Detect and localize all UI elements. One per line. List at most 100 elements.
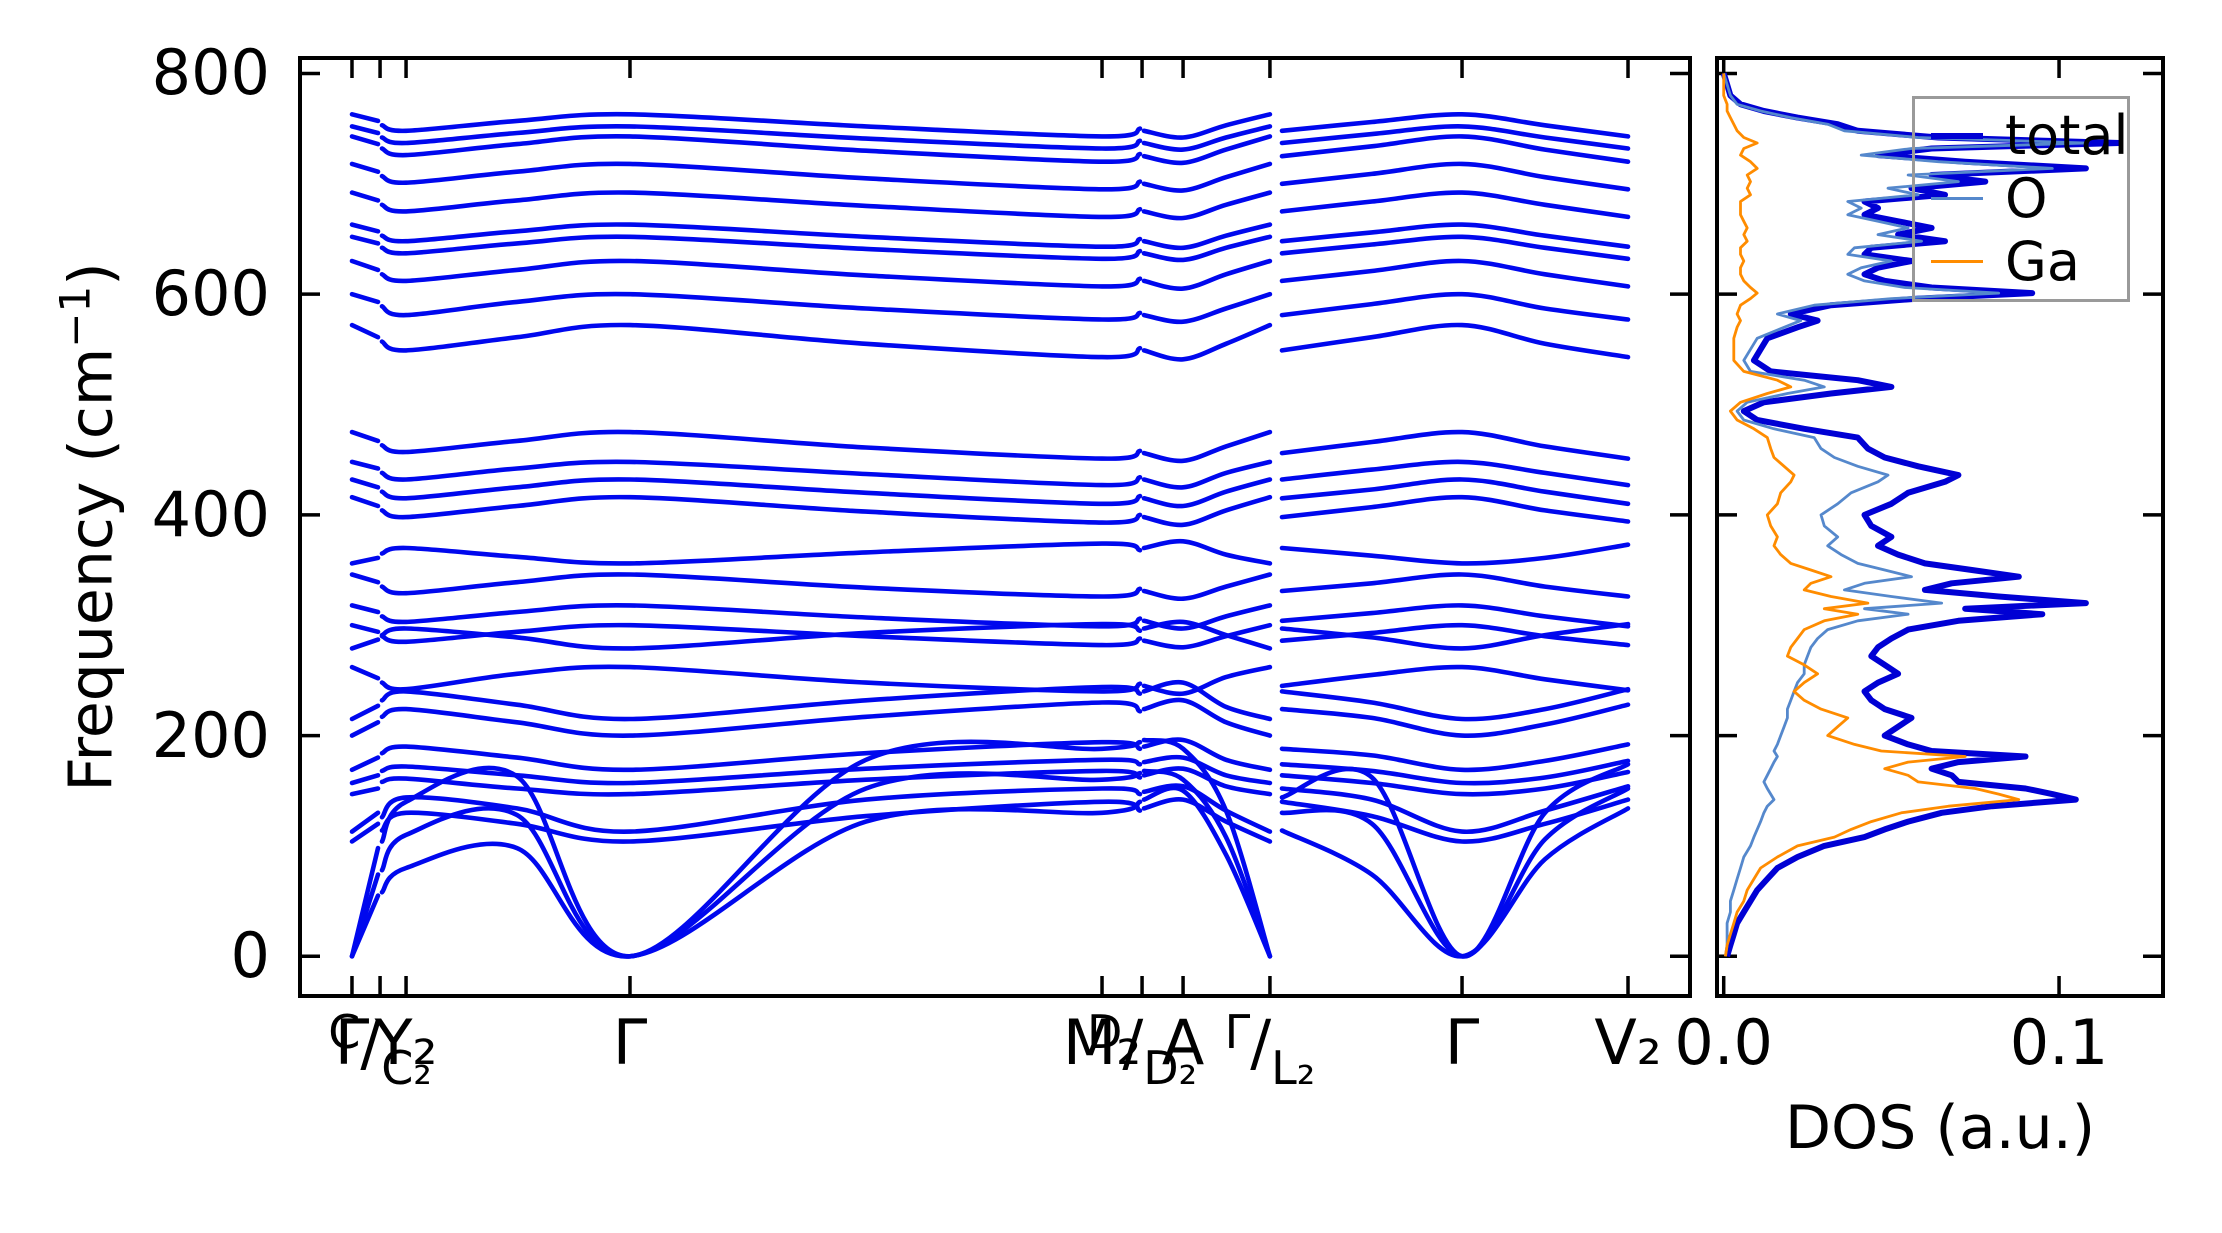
phonon-band-line [1141, 754, 1273, 786]
phonon-band-line [1141, 429, 1273, 464]
band-panel-frame [298, 56, 1692, 998]
phonon-band-line [1141, 538, 1273, 566]
phonon-band-line [379, 684, 1143, 722]
phonon-band-line [379, 190, 1143, 220]
phonon-band-line [1141, 291, 1273, 325]
phonon-band-line [1279, 190, 1631, 220]
phonon-band-line [1141, 796, 1273, 844]
phonon-band-line [1141, 258, 1273, 291]
phonon-band-line [349, 190, 381, 203]
phonon-band-line [379, 757, 1143, 786]
dos-axis-label: DOS (a.u.) [1784, 1093, 2096, 1163]
phonon-band-line [1279, 769, 1631, 797]
phonon-band-line [379, 664, 1143, 694]
phonon-band-line [1141, 622, 1273, 650]
phonon-band-line [349, 161, 381, 174]
phonon-band-line [1141, 603, 1273, 631]
phonon-band-line [1279, 291, 1631, 322]
dos-curve-total [1720, 72, 2123, 958]
phonon-band-line [379, 161, 1143, 192]
phonon-band-line [379, 111, 1143, 139]
phonon-band-line [379, 572, 1143, 599]
phonon-band-line [1279, 124, 1631, 151]
phonon-band-line [379, 770, 1143, 959]
phonon-band-line [1279, 222, 1631, 249]
y-tick-label: 400 [151, 477, 270, 551]
legend-swatch-total [1931, 133, 1983, 140]
phonon-band-line [379, 622, 1143, 648]
phonon-band-line [349, 810, 381, 834]
dos-curve-Ga [1722, 73, 2021, 957]
phonon-band-line [1279, 758, 1631, 786]
phonon-band-line [1279, 459, 1631, 488]
phonon-band-line [379, 429, 1143, 461]
phonon-band-line [349, 664, 381, 681]
phonon-band-line [1141, 785, 1273, 959]
phonon-band-line [379, 799, 1143, 959]
phonon-band-line [1279, 477, 1631, 507]
phonon-band-line [1279, 784, 1631, 834]
phonon-band-line [349, 845, 381, 959]
phonon-band-line [349, 112, 381, 124]
y-tick-label: 200 [151, 698, 270, 772]
phonon-band-line [379, 799, 1143, 844]
phonon-band-line [1279, 111, 1631, 139]
legend-swatch-Ga [1931, 260, 1983, 264]
phonon-band-line [349, 477, 381, 490]
phonon-band-line [1279, 622, 1631, 648]
phonon-band-line [1141, 572, 1273, 602]
phonon-band-line [1141, 664, 1273, 697]
phonon-band-line [1279, 797, 1631, 844]
phonon-band-line [1279, 702, 1631, 738]
phonon-band-line [349, 821, 381, 844]
phonon-band-line [1141, 459, 1273, 490]
phonon-band-line [379, 222, 1143, 250]
phonon-band-line [349, 291, 381, 305]
phonon-band-line [1141, 477, 1273, 509]
phonon-band-line [349, 637, 381, 651]
phonon-band-line [1279, 234, 1631, 262]
phonon-band-line [349, 134, 381, 147]
phonon-band-line [1279, 686, 1631, 722]
phonon-band-line [1141, 494, 1273, 528]
phonon-band-line [379, 768, 1143, 797]
phonon-band-line [379, 133, 1143, 165]
phonon-band-line [1141, 679, 1273, 722]
dos-tick-label: 0.0 [1674, 1006, 1774, 1079]
phonon-band-line [1279, 161, 1631, 192]
phonon-band-line [1279, 134, 1631, 164]
phonon-band-line [349, 755, 381, 773]
phonon-band-line [1141, 322, 1273, 362]
x-tick-label: Γ [334, 1006, 370, 1079]
dos-tick-label: 0.1 [2009, 1006, 2109, 1079]
phonon-band-line [1279, 429, 1631, 461]
phonon-band-line [1141, 190, 1273, 221]
phonon-band-line [1141, 112, 1273, 140]
phonon-band-line [1141, 161, 1273, 193]
phonon-band-line [379, 322, 1143, 360]
phonon-band-line [1141, 766, 1273, 797]
phonon-band-line [379, 291, 1143, 322]
legend-label-O: O [2005, 166, 2048, 230]
dos-curve-O [1722, 72, 2088, 957]
phonon-band-line [1141, 697, 1273, 738]
phonon-band-line [349, 494, 381, 509]
phonon-band-line [349, 555, 381, 566]
x-tick-label: V₂ [1594, 1006, 1662, 1079]
phonon-band-line [379, 541, 1143, 566]
phonon-band-line [1279, 542, 1631, 566]
legend-row-O: O [1931, 168, 2127, 230]
phonon-band-line [1141, 783, 1273, 834]
phonon-band-line [349, 703, 381, 722]
phonon-band-line [379, 700, 1143, 738]
phonon-band-line [1141, 124, 1273, 152]
phonon-band-line [349, 322, 381, 340]
phonon-band-line [349, 720, 381, 738]
phonon-band-line [1141, 134, 1273, 166]
phonon-band-line [1279, 494, 1631, 524]
phonon-band-line [1279, 664, 1631, 693]
y-tick-label: 800 [151, 36, 270, 110]
x-tick-label: D/D₂ [1086, 1005, 1198, 1095]
legend-label-Ga: Ga [2005, 229, 2080, 293]
